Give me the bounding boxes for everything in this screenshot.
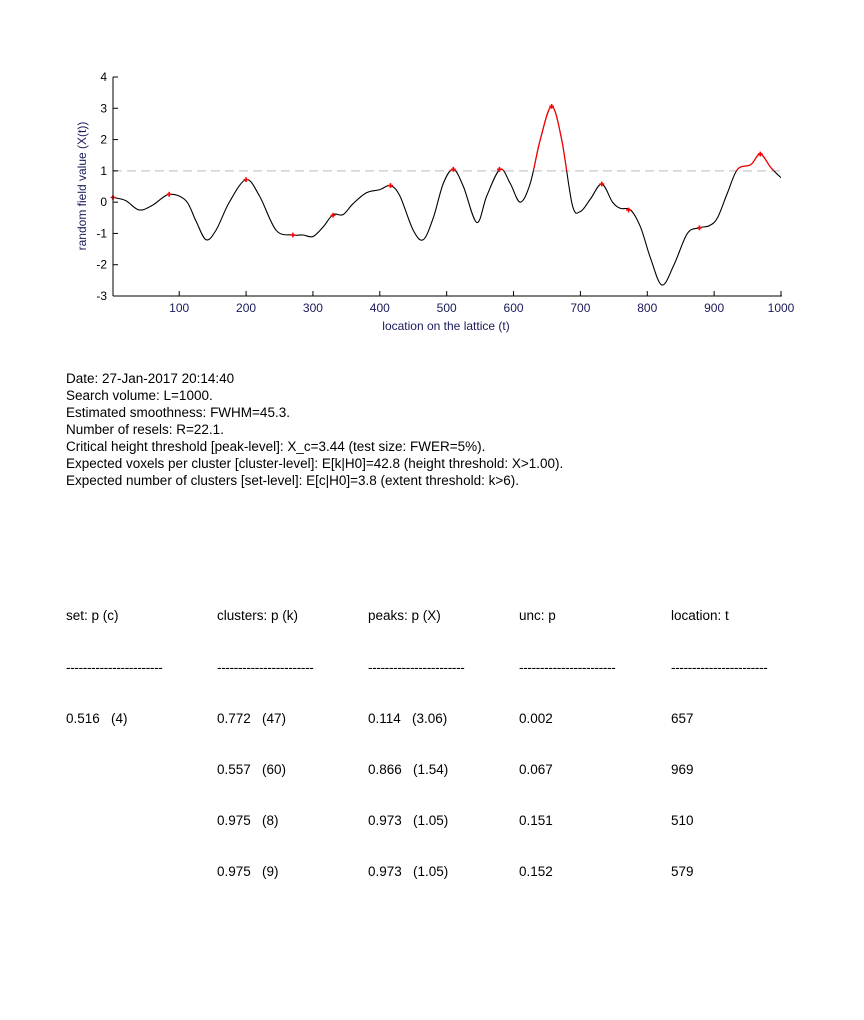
info-date: Date: 27-Jan-2017 20:14:40	[66, 371, 235, 386]
x-tick-label: 500	[437, 301, 457, 315]
info-expected-clusters: Expected number of clusters [set-level]:…	[66, 473, 519, 488]
unc-divider: -----------------------	[519, 660, 616, 675]
random-field-chart: -3 -2 -1 0 1 2 3 4 100 200 300 400 500 600 700 800 900 10…	[75, 70, 795, 333]
info-resels: Number of resels: R=22.1.	[66, 422, 224, 437]
x-tick-label: 600	[504, 301, 524, 315]
x-tick-label: 900	[704, 301, 724, 315]
y-tick-label: 4	[100, 70, 107, 84]
peak-marker	[549, 104, 555, 109]
peak-marker	[450, 166, 456, 172]
peaks-cell: 0.973 (1.05)	[368, 864, 449, 879]
unc-cell: 0.002	[519, 711, 553, 726]
location-cell: 657	[671, 711, 694, 726]
peaks-cell: 0.973 (1.05)	[368, 813, 449, 828]
y-tick-label: 1	[100, 164, 107, 178]
axes: -3 -2 -1 0 1 2 3 4 100 200 300 400 500 600 700 800 900 10…	[96, 70, 794, 315]
info-expected-voxels: Expected voxels per cluster [cluster-lev…	[66, 456, 564, 471]
unc-header: unc: p	[519, 608, 556, 623]
clusters-divider: -----------------------	[217, 660, 314, 675]
x-axis-label: location on the lattice (t)	[382, 319, 509, 333]
peak-marker	[290, 232, 296, 238]
peak-marker	[166, 191, 172, 197]
location-header: location: t	[671, 608, 729, 623]
y-tick-label: -1	[96, 226, 107, 240]
location-divider: -----------------------	[671, 660, 768, 675]
above-threshold-group	[449, 105, 775, 171]
peaks-header: peaks: p (X)	[368, 608, 441, 623]
unc-cell: 0.067	[519, 762, 553, 777]
peak-marker	[497, 166, 502, 172]
x-tick-label: 700	[570, 301, 590, 315]
set-cell: 0.516 (4)	[66, 711, 128, 726]
field-line	[113, 105, 781, 286]
peak-marker	[243, 177, 249, 183]
peak-marker	[599, 181, 605, 187]
field-line-above-threshold	[449, 105, 775, 171]
clusters-column: clusters: p (k) ----------------------- …	[217, 573, 314, 914]
peaks-cell: 0.866 (1.54)	[368, 762, 449, 777]
peak-marker	[626, 207, 631, 213]
peak-marker	[757, 151, 763, 157]
y-tick-label: 3	[100, 101, 107, 115]
peak-marker	[330, 212, 336, 218]
y-tick-label: -3	[96, 289, 107, 303]
x-tick-label: 100	[169, 301, 189, 315]
peaks-divider: -----------------------	[368, 660, 465, 675]
x-tick-label: 1000	[768, 301, 795, 315]
location-column: location: t ----------------------- 657 …	[671, 573, 768, 914]
info-smoothness: Estimated smoothness: FWHM=45.3.	[66, 405, 290, 420]
location-cell: 969	[671, 762, 694, 777]
unc-column: unc: p ----------------------- 0.002 0.0…	[519, 573, 616, 914]
y-tick-label: -2	[96, 258, 107, 272]
set-column: set: p (c) ----------------------- 0.516…	[66, 573, 163, 761]
clusters-header: clusters: p (k)	[217, 608, 299, 623]
peaks-column: peaks: p (X) ----------------------- 0.1…	[368, 573, 465, 914]
peak-marker	[388, 183, 393, 188]
info-critical-height: Critical height threshold [peak-level]: …	[66, 439, 486, 454]
x-tick-label: 800	[637, 301, 657, 315]
location-cell: 510	[671, 813, 694, 828]
y-tick-label: 0	[100, 195, 107, 209]
unc-cell: 0.151	[519, 813, 553, 828]
peaks-cell: 0.114 (3.06)	[368, 711, 448, 726]
info-panel: Date: 27-Jan-2017 20:14:40 Search volume…	[66, 370, 563, 489]
series-group	[113, 105, 781, 286]
y-axis-label: random field value (X(t))	[75, 122, 89, 251]
set-divider: -----------------------	[66, 660, 163, 675]
peak-marker	[697, 225, 702, 231]
set-header: set: p (c)	[66, 608, 119, 623]
x-tick-label: 400	[370, 301, 390, 315]
plot-area	[110, 104, 781, 286]
unc-cell: 0.152	[519, 864, 553, 879]
info-search-volume: Search volume: L=1000.	[66, 388, 213, 403]
clusters-cell: 0.975 (9)	[217, 864, 279, 879]
x-tick-label: 200	[236, 301, 256, 315]
y-tick-label: 2	[100, 133, 107, 147]
location-cell: 579	[671, 864, 694, 879]
clusters-cell: 0.975 (8)	[217, 813, 279, 828]
x-tick-label: 300	[303, 301, 323, 315]
clusters-cell: 0.557 (60)	[217, 762, 287, 777]
clusters-cell: 0.772 (47)	[217, 711, 287, 726]
